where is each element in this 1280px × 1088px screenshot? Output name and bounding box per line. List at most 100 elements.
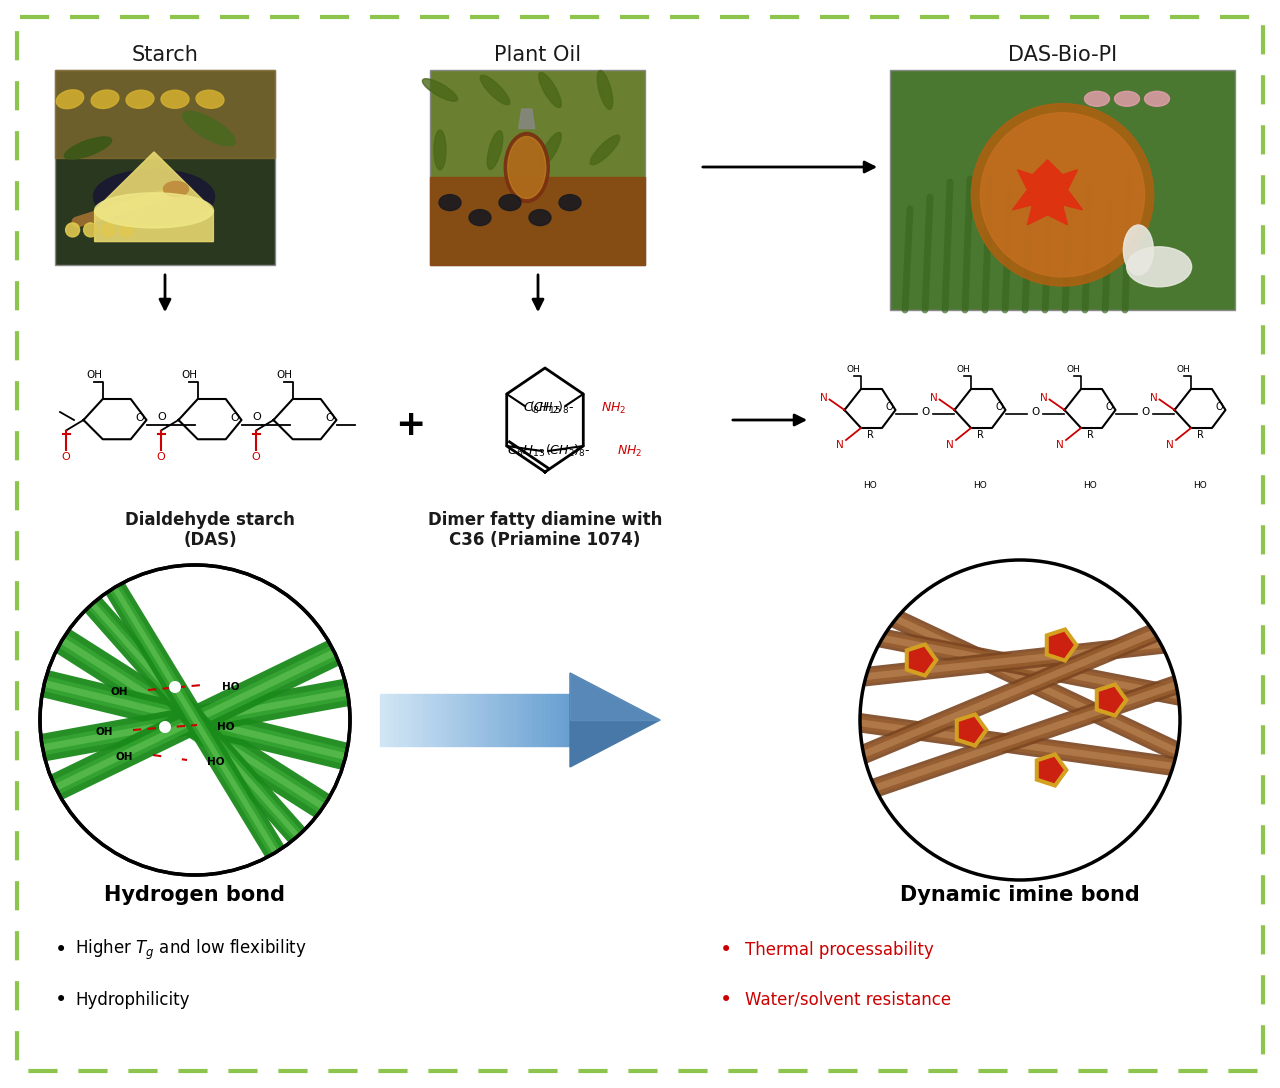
Text: HO: HO [221, 682, 239, 692]
Text: Starch: Starch [132, 45, 198, 65]
Text: •: • [719, 940, 732, 960]
Polygon shape [385, 694, 389, 746]
Circle shape [119, 223, 133, 237]
Text: N: N [1056, 440, 1064, 449]
Ellipse shape [64, 137, 111, 159]
Polygon shape [1036, 753, 1068, 787]
Text: OH: OH [115, 752, 133, 762]
Polygon shape [485, 694, 489, 746]
Text: HO: HO [218, 722, 234, 732]
Polygon shape [566, 694, 570, 746]
Polygon shape [83, 399, 146, 440]
Circle shape [65, 223, 79, 237]
Ellipse shape [434, 129, 445, 170]
Polygon shape [570, 673, 660, 720]
Polygon shape [394, 694, 399, 746]
Text: OH: OH [110, 687, 128, 697]
Polygon shape [1065, 390, 1115, 428]
Text: OH: OH [96, 727, 113, 737]
Ellipse shape [598, 71, 613, 110]
Text: O: O [157, 412, 166, 422]
Ellipse shape [125, 90, 154, 109]
Polygon shape [480, 694, 485, 746]
Text: N: N [946, 440, 954, 449]
Text: $(CH_2)_8$-: $(CH_2)_8$- [545, 443, 590, 459]
Ellipse shape [91, 90, 119, 109]
Text: Dimer fatty diamine with
C36 (Priamine 1074): Dimer fatty diamine with C36 (Priamine 1… [428, 510, 662, 549]
Ellipse shape [1084, 91, 1110, 107]
Ellipse shape [539, 133, 561, 168]
Polygon shape [452, 694, 456, 746]
Polygon shape [905, 643, 938, 677]
Circle shape [83, 223, 97, 237]
Ellipse shape [1124, 225, 1153, 275]
Ellipse shape [164, 182, 188, 197]
Polygon shape [503, 694, 508, 746]
Polygon shape [403, 694, 408, 746]
Text: OH: OH [180, 370, 197, 380]
Circle shape [972, 103, 1153, 286]
Text: Plant Oil: Plant Oil [494, 45, 581, 65]
Polygon shape [541, 694, 547, 746]
Polygon shape [1100, 688, 1123, 713]
Circle shape [170, 682, 180, 692]
Polygon shape [422, 694, 428, 746]
Polygon shape [408, 694, 413, 746]
Polygon shape [466, 694, 470, 746]
Text: $NH_2$: $NH_2$ [617, 444, 643, 458]
Text: O: O [156, 452, 165, 461]
Ellipse shape [468, 210, 492, 225]
Ellipse shape [529, 210, 550, 225]
Ellipse shape [480, 75, 509, 104]
Text: O: O [920, 407, 929, 417]
Polygon shape [428, 694, 433, 746]
Circle shape [856, 556, 1184, 883]
Ellipse shape [559, 195, 581, 211]
Text: N: N [929, 393, 937, 403]
Text: R: R [977, 431, 983, 441]
Polygon shape [419, 694, 422, 746]
Text: +: + [394, 408, 425, 442]
Polygon shape [380, 694, 385, 746]
Polygon shape [556, 694, 561, 746]
Text: OH: OH [1066, 364, 1080, 374]
Text: OH: OH [276, 370, 292, 380]
Polygon shape [1039, 757, 1062, 782]
Text: O: O [1106, 401, 1114, 412]
Polygon shape [1175, 390, 1225, 428]
Polygon shape [55, 70, 275, 158]
FancyBboxPatch shape [55, 70, 275, 265]
Text: O: O [1140, 407, 1149, 417]
Ellipse shape [1144, 91, 1170, 107]
Text: R: R [1087, 431, 1093, 441]
Polygon shape [413, 694, 419, 746]
Ellipse shape [488, 131, 503, 170]
Text: O: O [252, 452, 260, 461]
Polygon shape [499, 694, 503, 746]
Polygon shape [95, 152, 214, 242]
Polygon shape [522, 694, 527, 746]
Polygon shape [433, 694, 436, 746]
Ellipse shape [93, 170, 215, 224]
Text: R: R [867, 431, 873, 441]
Ellipse shape [422, 78, 457, 101]
FancyBboxPatch shape [890, 70, 1235, 310]
Text: HO: HO [1083, 481, 1097, 490]
Ellipse shape [539, 73, 561, 108]
Text: O: O [61, 452, 70, 461]
Polygon shape [1050, 632, 1073, 657]
Ellipse shape [439, 195, 461, 211]
Polygon shape [389, 694, 394, 746]
Text: O: O [1030, 407, 1039, 417]
Text: $NH_2$: $NH_2$ [600, 400, 626, 416]
Text: $C_8H_{15}$: $C_8H_{15}$ [524, 400, 561, 416]
Polygon shape [1012, 160, 1083, 225]
Text: O: O [136, 413, 145, 423]
Ellipse shape [1115, 91, 1139, 107]
Polygon shape [955, 713, 988, 747]
Circle shape [980, 113, 1144, 276]
Text: Dynamic imine bond: Dynamic imine bond [900, 885, 1140, 905]
Polygon shape [274, 399, 337, 440]
Polygon shape [430, 177, 645, 265]
Polygon shape [442, 694, 447, 746]
